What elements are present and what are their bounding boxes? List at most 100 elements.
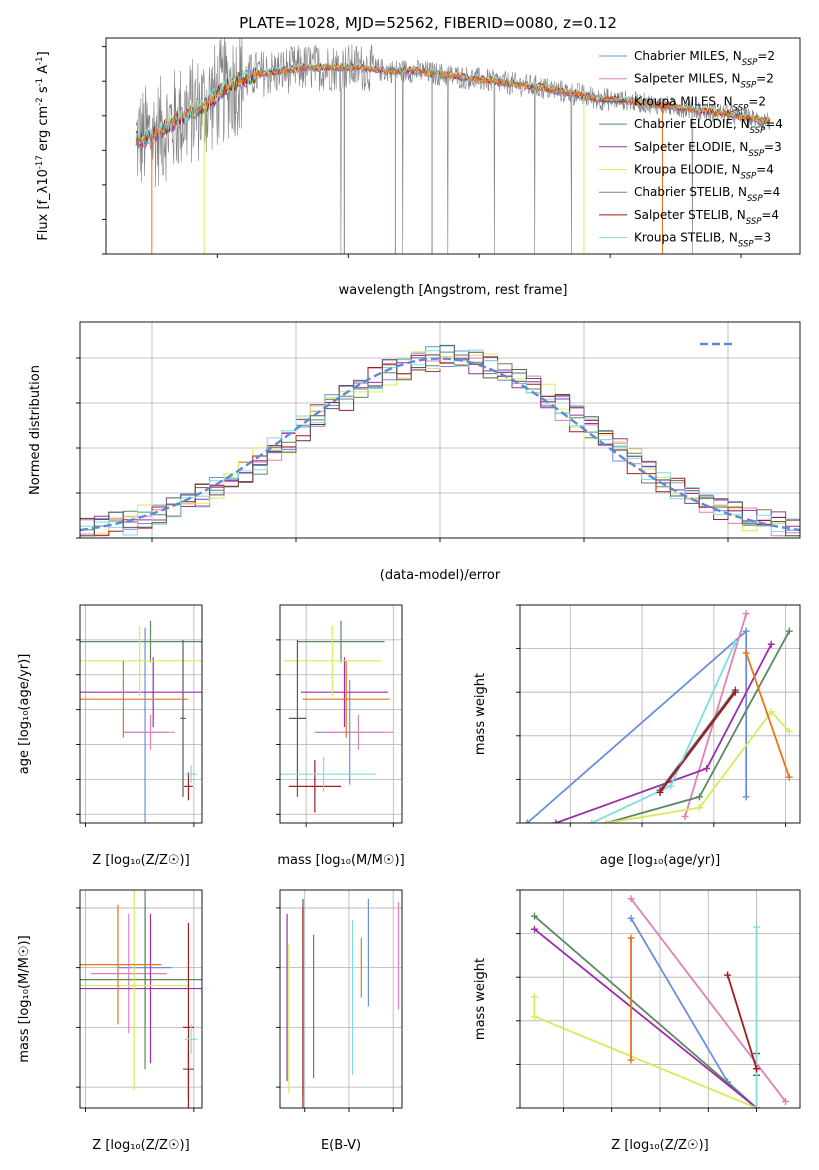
x-axis-label: mass [log₁₀(M/M☉)] <box>277 853 404 868</box>
weight-marker <box>742 793 750 801</box>
weight-marker <box>785 627 793 635</box>
x-axis-label: Z [log₁₀(Z/Z☉)] <box>92 1138 189 1153</box>
weight-marker <box>782 1097 790 1105</box>
plot-area <box>280 605 402 823</box>
weight-marker <box>530 912 538 920</box>
weight-marker <box>767 640 775 648</box>
y-axis-label: Flux [f_λ10-17 erg cm-2 s-1 A-1] <box>35 51 51 240</box>
panel-mass-weight-vs-Z: Z [log₁₀(Z/Z☉)] mass weight <box>473 889 801 1153</box>
legend-entry-5: Kroupa ELODIE, NSSP=4 <box>634 163 774 182</box>
legend: Chabrier MILES, NSSP=2 Salpeter MILES, NS… <box>599 49 783 250</box>
weight-marker <box>588 819 596 823</box>
weight-marker <box>627 895 635 903</box>
weight-marker <box>785 727 793 735</box>
axes-frame <box>519 604 801 824</box>
weight-marker <box>523 819 531 823</box>
weight-marker <box>703 765 711 772</box>
model-line-7 <box>135 61 771 146</box>
chart-title: PLATE=1028, MJD=52562, FIBERID=0080, z=0… <box>239 14 617 32</box>
weight-marker <box>627 914 635 922</box>
weight-marker <box>530 1012 538 1020</box>
y-axis-label: Normed distribution <box>28 365 43 495</box>
x-axis-label: E(B-V) <box>321 1138 361 1153</box>
weight-marker <box>656 788 664 796</box>
legend-entry-8: Kroupa STELIB, NSSP=3 <box>634 231 771 250</box>
weight-line-3 <box>533 928 758 1108</box>
weight-line-8 <box>745 652 791 778</box>
x-axis-label: Z [log₁₀(Z/Z☉)] <box>611 1138 708 1153</box>
weight-line-3 <box>555 643 773 823</box>
weight-marker <box>753 1104 761 1108</box>
weight-marker <box>602 819 610 823</box>
y-axis-label: age [log₁₀(age/yr)] <box>17 654 32 775</box>
weight-marker <box>681 812 689 820</box>
x-axis-label: (data-model)/error <box>380 568 501 583</box>
weight-marker <box>530 925 538 933</box>
axes-frame <box>79 604 203 824</box>
panel-age-vs-mass: mass [log₁₀(M/M☉)] <box>276 604 405 868</box>
weight-marker <box>731 638 739 646</box>
weight-marker <box>667 782 675 790</box>
legend-entry-7: Salpeter STELIB, NSSP=4 <box>634 208 779 227</box>
panel-mass-weight-vs-age: age [log₁₀(age/yr)] mass weight <box>473 604 801 868</box>
legend-entry-3: Chabrier ELODIE, NSSP=4 <box>634 117 783 136</box>
weight-line-7 <box>726 974 758 1070</box>
weight-marker <box>530 993 538 1001</box>
panel-mass-vs-Z: Z [log₁₀(Z/Z☉)] mass [log₁₀(M/M☉)] <box>17 889 203 1153</box>
y-axis-label: mass weight <box>473 958 488 1040</box>
y-axis-label: mass [log₁₀(M/M☉)] <box>17 935 32 1062</box>
panel-residual-distribution: (data-model)/error Normed distribution <box>28 321 801 583</box>
weight-marker <box>627 1056 635 1064</box>
axes-frame <box>279 889 403 1109</box>
model-line-orange <box>135 63 771 144</box>
axes-frame <box>79 889 203 1109</box>
weight-line-7 <box>659 691 737 794</box>
plot-area <box>280 890 402 1108</box>
x-axis-label: Z [log₁₀(Z/Z☉)] <box>92 853 189 868</box>
weight-marker <box>785 773 793 781</box>
weight-line-4 <box>533 996 757 1108</box>
legend-entry-6: Chabrier STELIB, NSSP=4 <box>634 185 780 204</box>
plot-area <box>80 890 202 1108</box>
model-line-8 <box>135 61 771 146</box>
plot-area <box>106 38 800 254</box>
weight-marker <box>767 708 775 716</box>
legend-entry-2: Kroupa MILES, NSSP=2 <box>634 94 766 113</box>
weight-line-0 <box>630 917 758 1108</box>
plot-area <box>520 890 800 1108</box>
plot-area <box>80 322 800 538</box>
weight-marker <box>695 804 703 812</box>
weight-line-1 <box>630 898 787 1103</box>
panel-mass-vs-ebv: E(B-V) <box>276 889 403 1153</box>
weight-marker <box>552 819 560 823</box>
legend-entry-0: Chabrier MILES, NSSP=2 <box>634 49 775 68</box>
x-axis-label: age [log₁₀(age/yr)] <box>600 853 721 868</box>
weight-marker <box>742 610 750 618</box>
weight-line-4 <box>606 710 790 823</box>
weight-line-2 <box>533 915 758 1108</box>
weight-marker <box>731 688 739 696</box>
plot-area <box>520 605 800 823</box>
weight-marker <box>695 793 703 801</box>
axes-frame <box>79 321 801 539</box>
y-axis-label: mass weight <box>473 673 488 755</box>
gaussian-curve <box>80 357 800 532</box>
weight-marker <box>627 934 635 942</box>
axes-frame <box>279 604 403 824</box>
axes-frame <box>105 37 801 255</box>
weight-marker <box>724 971 732 979</box>
legend-entry-4: Salpeter ELODIE, NSSP=3 <box>634 140 782 159</box>
x-axis-label: wavelength [Angstrom, rest frame] <box>339 283 568 298</box>
legend-entry-1: Salpeter MILES, NSSP=2 <box>634 72 774 91</box>
axes-frame <box>519 889 801 1109</box>
weight-marker <box>742 649 750 657</box>
weight-marker <box>753 1065 761 1073</box>
weight-marker <box>742 627 750 635</box>
histogram-2 <box>80 344 800 537</box>
panel-age-vs-Z: Z [log₁₀(Z/Z☉)] age [log₁₀(age/yr)] <box>17 604 203 868</box>
weight-marker <box>753 923 761 931</box>
plot-area <box>80 605 202 823</box>
weight-line-5 <box>659 689 737 791</box>
panel-spectrum: PLATE=1028, MJD=52562, FIBERID=0080, z=0… <box>35 14 801 298</box>
